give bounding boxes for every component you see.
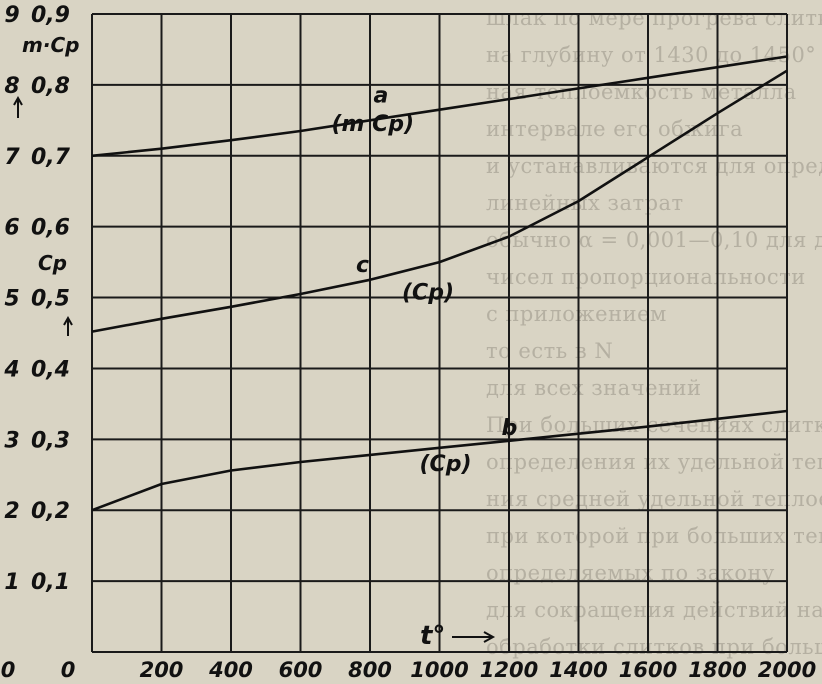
grid (91, 13, 788, 653)
y-arrow-top-head (13, 95, 23, 106)
series-name-c: (Cp) (402, 281, 454, 306)
y-tick-label-left: 6 (4, 216, 19, 241)
y-tick-label-left: 9 (4, 3, 19, 28)
x-tick-label: 1400 (549, 658, 607, 682)
bg-text-line: и устанавливаются для определения удельн… (486, 154, 822, 178)
y-tick-label-right: 0,3 (31, 428, 70, 453)
series-letter-c: c (356, 253, 369, 278)
y-tick-label-left: 4 (3, 357, 19, 382)
x-tick-label: 1800 (688, 658, 746, 682)
bg-text-line: шлак по мере прогрева слитка (486, 6, 822, 30)
x-axis-arrow-head (483, 631, 496, 643)
series-layer (91, 55, 788, 512)
bg-text-line: линейных затрат (486, 191, 684, 215)
x-tick-label: 600 (279, 658, 323, 682)
y-tick-label-right: 0,1 (31, 570, 70, 595)
bg-text-line: для сокращения действий на 0,70—0,75 (486, 598, 822, 622)
y-tick-label-left: 1 (4, 570, 19, 595)
series-letter-b: b (502, 416, 518, 441)
y-tick-label-right: 0,4 (31, 357, 70, 382)
x-tick-label: 800 (348, 658, 392, 682)
y-tick-label-right: 0,6 (31, 216, 70, 241)
bg-text-line: чисел пропорциональности (486, 265, 806, 289)
series-line-c (91, 69, 788, 333)
origin-label: 0 (1, 658, 16, 682)
y-tick-label-left: 3 (4, 428, 19, 453)
bg-text-line: то есть в N (486, 339, 614, 363)
series-line-a (91, 55, 788, 158)
y-arrow-bottom-head (63, 315, 73, 326)
y-tick-label-right: 0,7 (31, 145, 71, 170)
y-tick-label-left: 2 (4, 499, 19, 524)
series-letter-a: a (374, 84, 389, 109)
bg-text-line: на глубину от 1430 до 1450° с жидким мет… (486, 43, 822, 67)
x-tick-label: 400 (208, 658, 253, 682)
x-tick-label: 2000 (758, 658, 816, 682)
bg-text-line: обычно α = 0,001—0,10 для действительных (486, 228, 822, 252)
y-tick-label-right: 0,2 (31, 499, 70, 524)
bg-text-line: определения их удельной теплоемкости (486, 450, 822, 474)
bg-text-line: с приложением (486, 302, 667, 326)
y-axis-label-mcp: m·Cp (22, 33, 79, 57)
y-tick-label-right: 0,8 (31, 74, 70, 99)
series-name-a: (m Cp) (332, 112, 415, 137)
x-tick-label: 1600 (619, 658, 677, 682)
x-axis-label: t° (420, 621, 445, 651)
series-line-b (91, 409, 788, 512)
bg-text-line: обработки слитков при больших температур… (486, 635, 822, 659)
y-tick-label-left: 8 (4, 74, 19, 99)
bg-text-line: ния средней удельной теплоемкости, пропо… (486, 487, 822, 511)
y-tick-label-left: 7 (4, 145, 20, 170)
x-tick-label: 1200 (480, 658, 538, 682)
labels-layer: 0 200 400 600 800 1000 1200 1400 1600 1800 2000 1 0,… (1, 3, 817, 682)
x-tick-label: 0 (61, 658, 76, 682)
bg-text-line: для всех значений (486, 376, 702, 400)
y-axis-label-cp: Cp (38, 251, 67, 275)
y-tick-label-right: 0,9 (31, 3, 70, 28)
bg-text-line: интервале его обжига (486, 117, 744, 141)
x-tick-label: 200 (140, 658, 184, 682)
y-tick-label-right: 0,5 (31, 287, 70, 312)
x-tick-label: 1000 (410, 658, 468, 682)
y-tick-label-left: 5 (4, 287, 19, 312)
series-name-b: (Cp) (420, 452, 472, 477)
bg-text-line: при которой при больших температурах пон… (486, 524, 822, 548)
